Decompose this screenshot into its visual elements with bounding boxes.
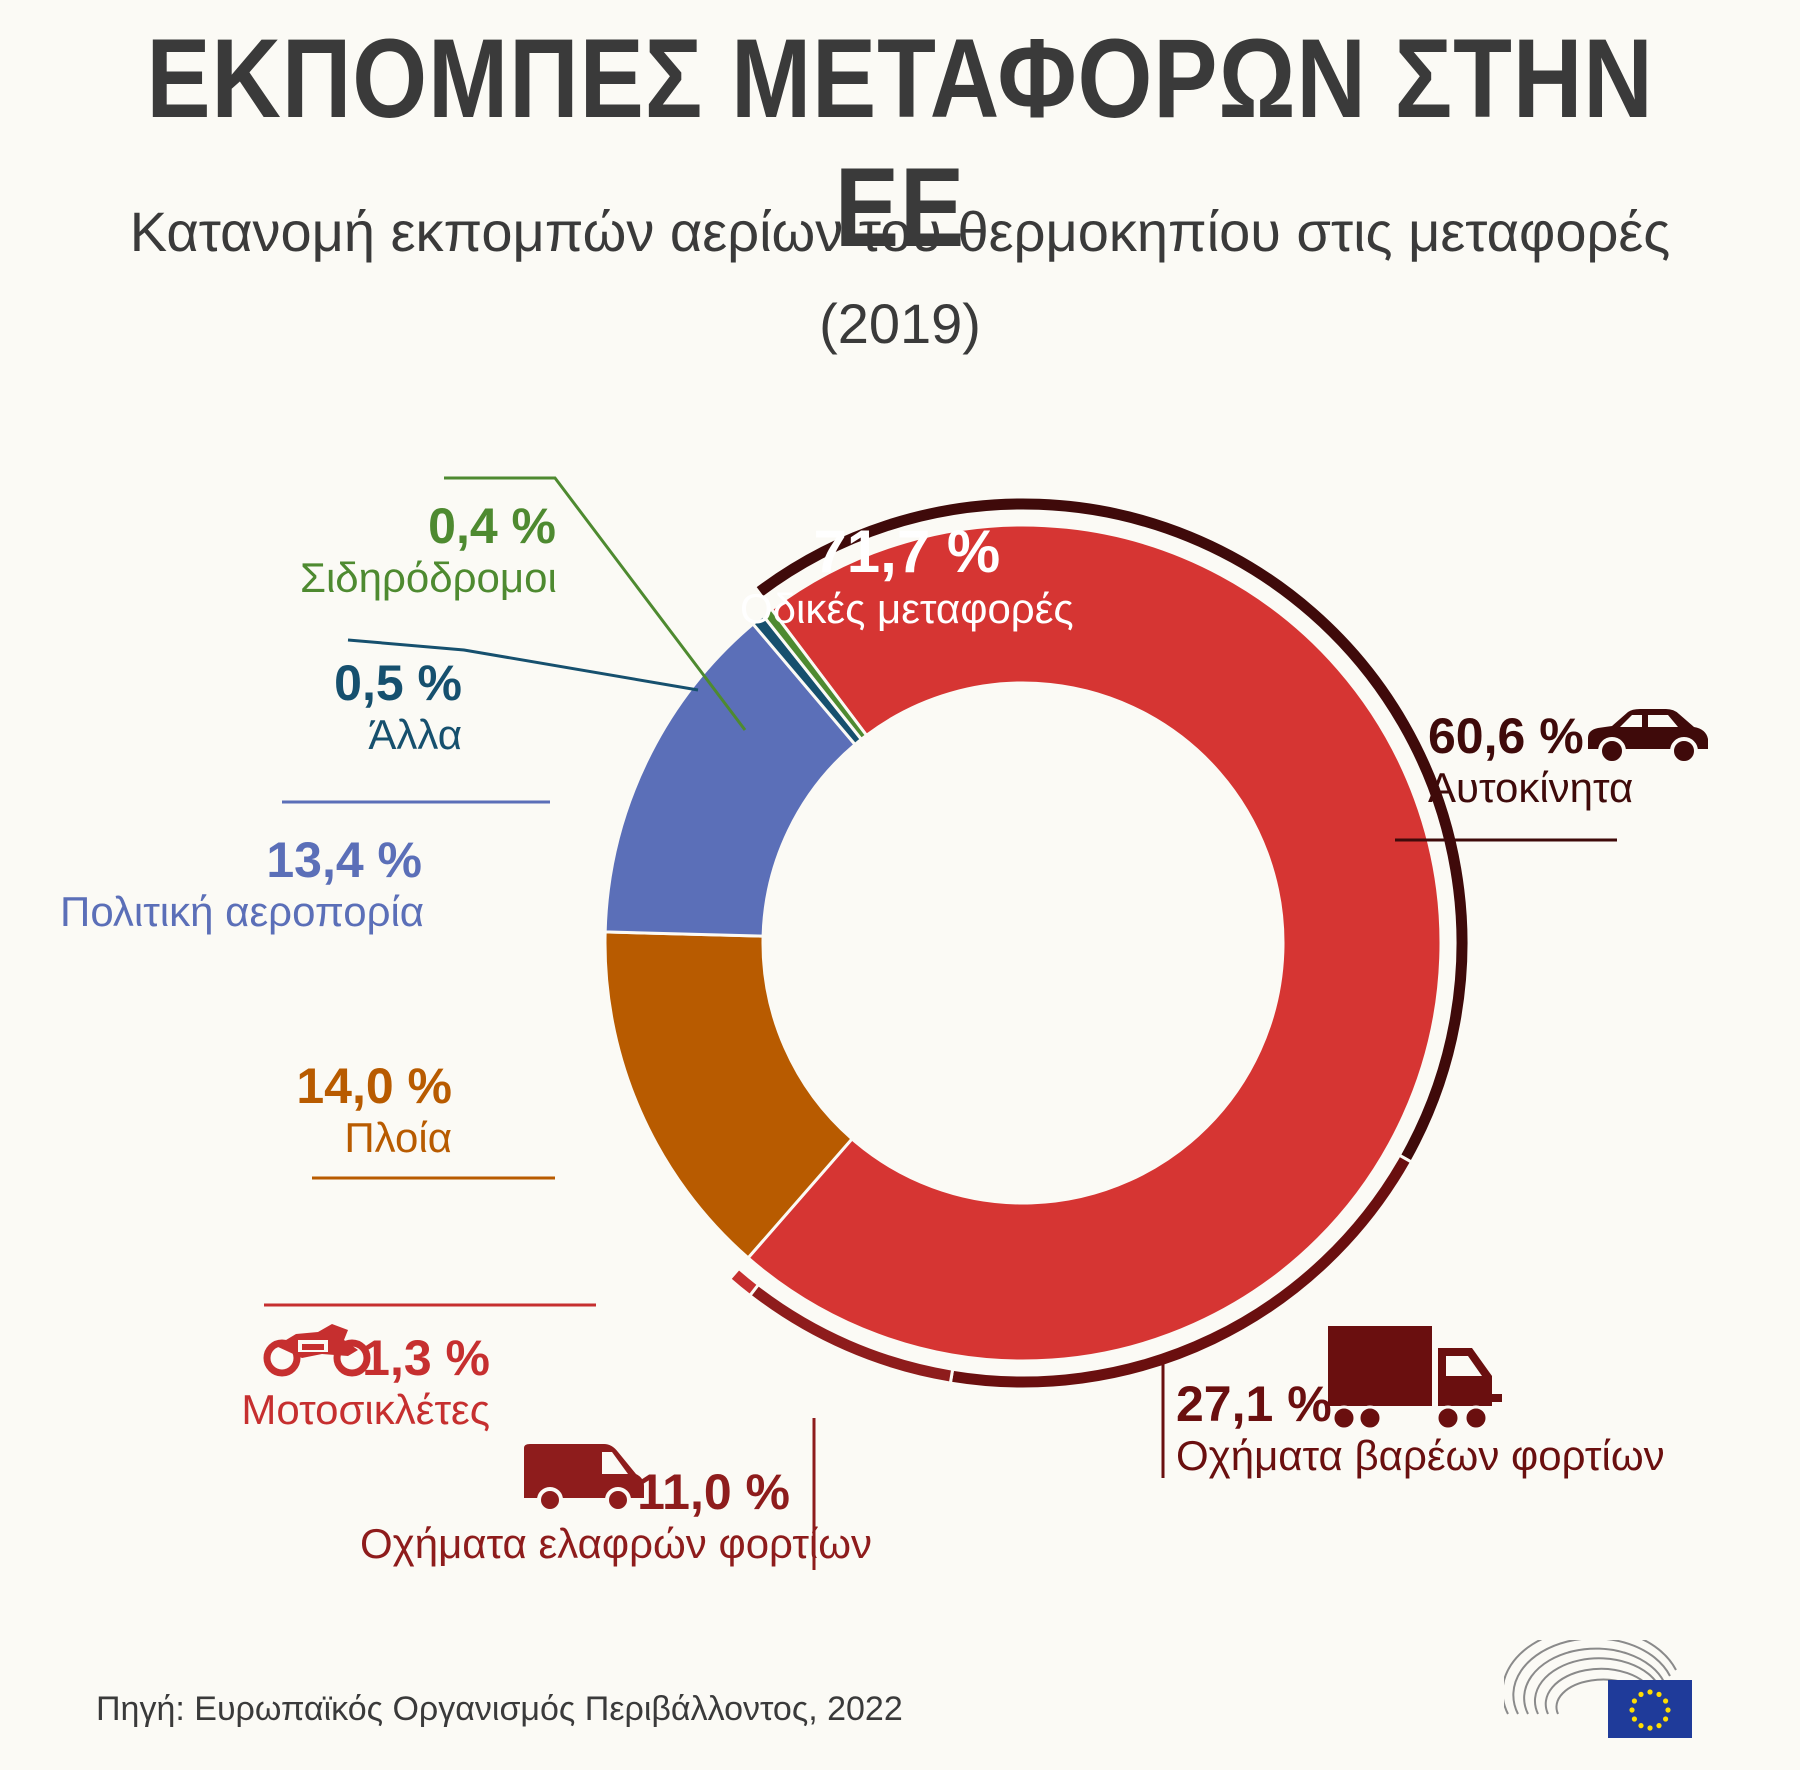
eu-stars-icon [1629, 1689, 1671, 1731]
label-road-value: 71,7 % [813, 518, 1001, 585]
label-other-name: Άλλα [368, 711, 462, 758]
label-ships-value: 14,0 % [296, 1058, 452, 1114]
label-moto-name: Μοτοσικλέτες [241, 1386, 490, 1433]
label-aviation-name: Πολιτική αεροπορία [60, 888, 425, 935]
leader-line-other [347, 638, 699, 692]
label-road-name: Οδικές μεταφορές [740, 585, 1074, 633]
source-note: Πηγή: Ευρωπαϊκός Οργανισμός Περιβάλλοντο… [96, 1690, 903, 1728]
label-aviation: 13,4 % Πολιτική αεροπορία [60, 832, 425, 935]
label-road-transport: 71,7 % Οδικές μεταφορές [740, 518, 1074, 632]
label-moto: 1,3 % Μοτοσικλέτες [200, 1330, 490, 1433]
label-rail: 0,4 % Σιδηρόδρομοι [300, 498, 557, 601]
slice-rail [761, 607, 869, 742]
label-light-name: Οχήματα ελαφρών φορτίων [360, 1520, 873, 1567]
european-parliament-logo [1504, 1640, 1692, 1738]
chart-subtitle-year: (2019) [819, 292, 981, 355]
label-light-value: 11,0 % [637, 1464, 790, 1520]
label-heavy-value: 27,1 % [1176, 1376, 1332, 1432]
label-aviation-value: 13,4 % [266, 832, 422, 888]
slice-road-transport [745, 523, 1443, 1363]
ring-segment-moto [727, 1266, 761, 1298]
label-ships: 14,0 % Πλοία [240, 1058, 452, 1161]
motorcycle-icon [263, 1324, 371, 1377]
leader-line-rail [444, 476, 747, 731]
chart-subtitle: Κατανομή εκπομπών αερίων του θερμοκηπίου… [129, 200, 1671, 263]
label-light: 11,0 % Οχήματα ελαφρών φορτίων [360, 1464, 873, 1567]
label-other-value: 0,5 % [334, 655, 462, 711]
label-rail-value: 0,4 % [428, 498, 556, 554]
label-other: 0,5 % Άλλα [300, 655, 462, 758]
chart-title: ΕΚΠΟΜΠΕΣ ΜΕΤΑΦΟΡΩΝ ΣΤΗΝ ΕΕ [146, 16, 1654, 270]
van-icon [524, 1444, 644, 1512]
car-icon [1588, 709, 1708, 765]
label-cars: 60,6 % Αυτοκίνητα [1428, 708, 1633, 811]
label-cars-value: 60,6 % [1428, 708, 1584, 764]
label-moto-value: 1,3 % [362, 1330, 490, 1386]
label-rail-name: Σιδηρόδρομοι [300, 554, 557, 601]
label-ships-name: Πλοία [344, 1114, 452, 1161]
label-heavy: 27,1 % Οχήματα βαρέων φορτίων [1176, 1376, 1665, 1479]
label-heavy-name: Οχήματα βαρέων φορτίων [1176, 1432, 1665, 1479]
label-cars-name: Αυτοκίνητα [1428, 764, 1634, 811]
truck-icon [1328, 1326, 1502, 1431]
